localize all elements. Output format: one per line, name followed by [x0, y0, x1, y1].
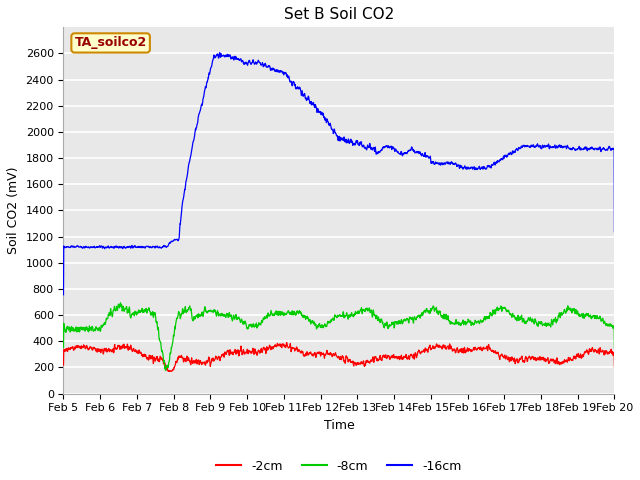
Y-axis label: Soil CO2 (mV): Soil CO2 (mV) — [7, 167, 20, 254]
Title: Set B Soil CO2: Set B Soil CO2 — [284, 7, 394, 22]
X-axis label: Time: Time — [324, 419, 355, 432]
Legend: -2cm, -8cm, -16cm: -2cm, -8cm, -16cm — [211, 455, 467, 478]
Text: TA_soilco2: TA_soilco2 — [74, 36, 147, 49]
